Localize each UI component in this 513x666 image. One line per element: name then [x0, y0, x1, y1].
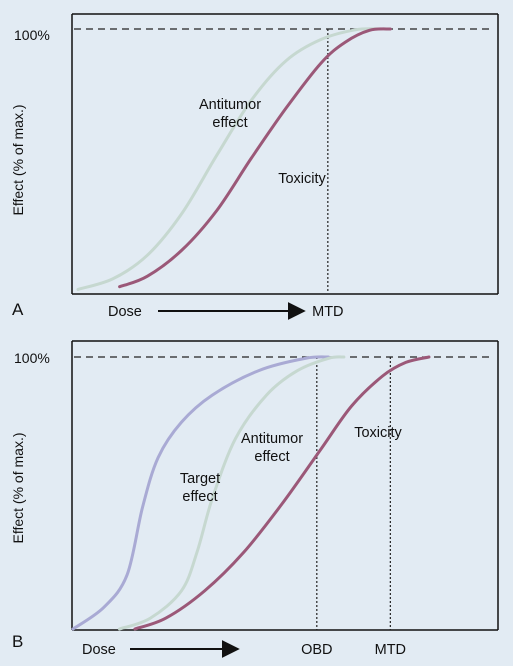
series-group: MTD Antitumor effect Toxicity	[74, 27, 494, 320]
series-line-antitumor-effect	[117, 355, 346, 631]
series-label-toxicity: Toxicity	[354, 425, 402, 441]
y-tick-100: 100%	[14, 27, 50, 43]
series-line-target-effect	[71, 355, 330, 631]
y-tick-100: 100%	[14, 350, 50, 366]
marker-label-mtd: MTD	[375, 642, 406, 658]
series-line-toxicity	[133, 355, 431, 631]
marker-label-mtd: MTD	[312, 304, 343, 320]
series-line-antitumor-effect	[76, 27, 382, 291]
x-axis-label: Dose	[108, 304, 142, 320]
series-line-toxicity	[118, 27, 392, 289]
series-label-toxicity: Toxicity	[278, 171, 326, 187]
series-label-antitumor-effect: Antitumor effect	[199, 97, 261, 131]
marker-label-obd: OBD	[301, 642, 332, 658]
x-axis-label: Dose	[82, 642, 116, 658]
y-axis-label: Effect (% of max.)	[10, 433, 26, 544]
series-label-antitumor-effect: Antitumor effect	[241, 431, 303, 465]
series-group: OBD MTD Target effect Antitumor effect Toxicit…	[71, 355, 494, 658]
panel-a: Effect (% of max.) 100% A MTD Antitumor ef…	[10, 13, 499, 320]
panel-letter: A	[12, 300, 24, 319]
panel-letter: B	[12, 632, 23, 651]
panel-b: Effect (% of max.) 100% B OBD MTD Target ef…	[10, 340, 499, 658]
y-axis-label: Effect (% of max.)	[10, 105, 26, 216]
series-label-target-effect: Target effect	[180, 471, 220, 505]
